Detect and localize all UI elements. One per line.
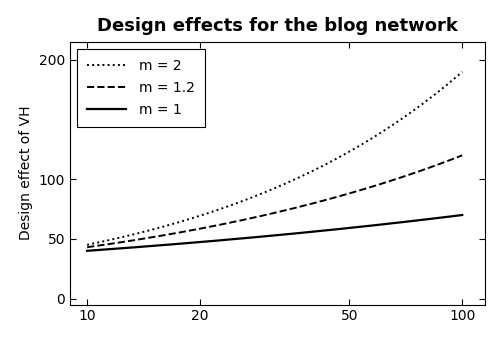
m = 1 (264, 234, 270, 238)
m = 1 (392, 221, 398, 225)
m = 1 (84, 249, 90, 253)
m = 1 (308, 230, 314, 234)
m = 1.2 (287, 207, 293, 211)
m = 2 (450, 77, 456, 82)
m = 1.2 (262, 213, 268, 217)
m = 1.2 (459, 153, 465, 158)
m = 2 (308, 170, 314, 174)
m = 1 (287, 232, 293, 236)
m = 1 (262, 234, 268, 238)
Line: m = 2: m = 2 (87, 72, 462, 245)
m = 1.2 (264, 212, 270, 217)
Legend: m = 2, m = 1.2, m = 1: m = 2, m = 1.2, m = 1 (77, 49, 205, 127)
m = 2 (459, 70, 465, 74)
m = 1.2 (308, 202, 314, 206)
Line: m = 1.2: m = 1.2 (87, 155, 462, 247)
m = 1 (450, 214, 456, 218)
m = 2 (287, 180, 293, 184)
m = 2 (262, 190, 268, 194)
Title: Design effects for the blog network: Design effects for the blog network (97, 17, 458, 35)
Line: m = 1: m = 1 (87, 215, 462, 251)
Y-axis label: Design effect of VH: Design effect of VH (19, 106, 33, 240)
m = 1.2 (84, 245, 90, 249)
m = 1.2 (392, 177, 398, 182)
m = 2 (84, 243, 90, 247)
m = 1.2 (450, 157, 456, 161)
m = 2 (264, 189, 270, 193)
m = 1 (459, 213, 465, 217)
m = 2 (392, 121, 398, 126)
